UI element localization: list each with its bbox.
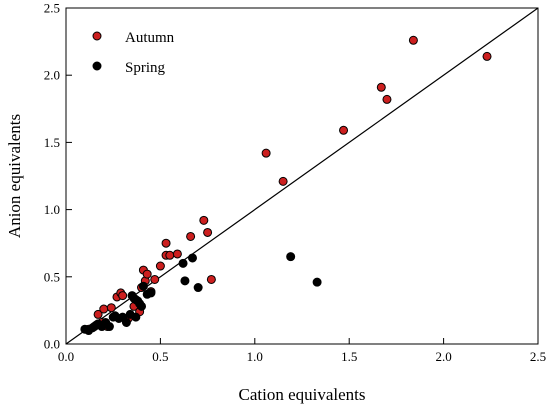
y-tick-label: 2.0 (44, 68, 60, 83)
data-point-spring (180, 276, 190, 286)
data-point-autumn (339, 125, 349, 135)
data-point-autumn (199, 215, 209, 225)
data-point-spring (137, 301, 147, 311)
data-point-autumn (150, 274, 160, 284)
data-point-autumn (408, 35, 418, 45)
data-point-spring (193, 283, 203, 293)
y-tick-label: 1.5 (44, 135, 60, 150)
data-point-autumn (203, 227, 213, 237)
x-tick-label: 2.0 (435, 349, 451, 364)
data-point-autumn (106, 303, 116, 313)
reference-line-1to1 (65, 7, 539, 345)
data-points (80, 35, 492, 336)
data-point-autumn (161, 238, 171, 248)
x-tick-label: 1.5 (341, 349, 357, 364)
plot-frame (65, 7, 539, 345)
y-axis-ticks: 0.0 0.5 1.0 1.5 2.0 2.5 (44, 1, 72, 352)
legend-label-spring: Spring (125, 60, 166, 76)
data-point-spring (312, 277, 322, 287)
x-tick-label: 0.5 (152, 349, 168, 364)
data-point-autumn (206, 274, 216, 284)
data-point-autumn (278, 176, 288, 186)
y-axis-title: Anion equivalents (5, 114, 24, 238)
x-axis-title: Cation equivalents (238, 385, 365, 404)
data-point-autumn (165, 250, 175, 260)
y-tick-label: 1.0 (44, 202, 60, 217)
data-point-spring (187, 253, 197, 263)
data-point-autumn (93, 309, 103, 319)
data-point-autumn (376, 82, 386, 92)
legend-marker-autumn (92, 31, 102, 41)
legend: Autumn Spring (92, 30, 175, 76)
data-point-autumn (172, 249, 182, 259)
data-point-autumn (118, 291, 128, 301)
data-point-spring (121, 317, 131, 327)
y-tick-label: 0.5 (44, 269, 60, 284)
data-point-autumn (382, 94, 392, 104)
data-point-spring (138, 281, 148, 291)
data-point-spring (104, 322, 114, 332)
data-point-autumn (261, 148, 271, 158)
data-point-autumn (482, 51, 492, 61)
y-tick-label: 2.5 (44, 1, 60, 16)
x-axis-ticks: 0.0 0.5 1.0 1.5 2.0 2.5 (58, 338, 546, 364)
data-point-autumn (142, 269, 152, 279)
data-point-spring (178, 258, 188, 268)
data-point-spring (131, 312, 141, 322)
x-tick-label: 2.5 (530, 349, 546, 364)
y-tick-label: 0.0 (44, 337, 60, 352)
data-point-autumn (99, 304, 109, 314)
series-spring (80, 252, 322, 336)
data-point-spring (146, 288, 156, 298)
x-tick-label: 0.0 (58, 349, 74, 364)
data-point-autumn (186, 231, 196, 241)
data-point-spring (286, 252, 296, 262)
data-point-autumn (155, 261, 165, 271)
legend-label-autumn: Autumn (125, 30, 175, 46)
x-tick-label: 1.0 (247, 349, 263, 364)
legend-marker-spring (92, 61, 102, 71)
